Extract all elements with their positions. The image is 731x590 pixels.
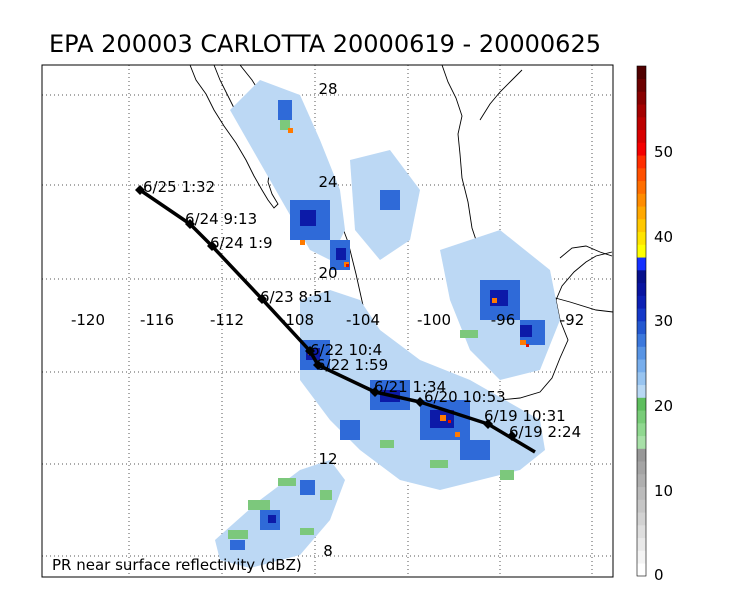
track-label: 6/19 2:24: [509, 423, 581, 441]
track-marker: [415, 397, 425, 407]
colorbar-swatch: [637, 78, 646, 92]
colorbar-swatch: [637, 257, 646, 271]
colorbar-swatch: [637, 397, 646, 411]
track-marker: [257, 294, 267, 304]
colorbar-swatch: [637, 193, 646, 207]
colorbar-swatch: [637, 206, 646, 220]
colorbar-ticks: 0 10 20 30 40 50: [654, 143, 673, 584]
colorbar-swatch: [637, 91, 646, 105]
colorbar-tick: 0: [654, 566, 664, 584]
lon-label: -104: [346, 311, 380, 329]
lon-label: -108: [280, 311, 314, 329]
colorbar-swatch: [637, 219, 646, 233]
colorbar-swatch: [637, 346, 646, 360]
colorbar-swatch: [637, 359, 646, 373]
lon-label: -112: [210, 311, 244, 329]
map-frame-border: [41, 64, 614, 578]
colorbar-swatch: [637, 435, 646, 449]
lat-label: 20: [318, 264, 337, 282]
colorbar-swatch: [637, 282, 646, 296]
lon-label: -96: [491, 311, 516, 329]
colorbar-swatch: [637, 525, 646, 539]
colorbar-swatch: [637, 486, 646, 500]
lat-label: 12: [318, 450, 337, 468]
map-title: EPA 200003 CARLOTTA 20000619 - 20000625: [49, 30, 601, 58]
lon-label: -120: [71, 311, 105, 329]
colorbar-swatch: [637, 168, 646, 182]
colorbar-swatch: [637, 104, 646, 118]
colorbar-tick: 30: [654, 312, 673, 330]
track-label: 6/22 10:4: [310, 341, 382, 359]
storm-track-line: [139, 188, 536, 454]
track-marker: [507, 431, 517, 441]
colorbar-swatch: [637, 537, 646, 551]
colorbar-tick: 10: [654, 482, 673, 500]
footer-label: PR near surface reflectivity (dBZ): [52, 556, 302, 574]
track-marker: [305, 346, 315, 356]
track-marker: [483, 419, 493, 429]
colorbar-tick: 50: [654, 143, 673, 161]
track-points: 6/25 1:32 6/24 9:13 6/24 1:9 6/23 8:51 6…: [135, 178, 581, 441]
track-label: 6/24 9:13: [185, 210, 257, 228]
track-marker: [313, 360, 323, 370]
colorbar-swatch: [637, 308, 646, 322]
colorbar-swatch: [637, 372, 646, 386]
colorbar-swatch: [637, 244, 646, 258]
lon-label: -116: [140, 311, 174, 329]
colorbar-swatch: [637, 461, 646, 475]
track-label: 6/20 10:53: [424, 388, 506, 406]
colorbar-swatch: [637, 563, 646, 577]
colorbar-swatch: [637, 423, 646, 437]
colorbar-swatch: [637, 142, 646, 156]
track-label: 6/24 1:9: [210, 234, 273, 252]
colorbar-swatch: [637, 410, 646, 424]
colorbar-swatch: [637, 448, 646, 462]
track-label: 6/23 8:51: [260, 288, 332, 306]
colorbar-swatch: [637, 550, 646, 564]
colorbar: [636, 65, 647, 577]
lat-label: 28: [318, 80, 337, 98]
track-marker: [135, 185, 145, 195]
colorbar-swatch: [637, 474, 646, 488]
colorbar-swatch: [637, 155, 646, 169]
colorbar-swatch: [637, 499, 646, 513]
colorbar-swatch: [637, 129, 646, 143]
colorbar-swatch: [637, 231, 646, 245]
track-label: 6/19 10:31: [484, 407, 566, 425]
latitude-labels: 28 24 20 12 8: [318, 80, 337, 560]
longitude-labels: -120 -116 -112 -108 -104 -100 -96 -92: [71, 311, 584, 329]
colorbar-swatch: [637, 295, 646, 309]
lat-label: 24: [318, 173, 337, 191]
track-marker: [370, 387, 380, 397]
colorbar-swatch: [637, 117, 646, 131]
colorbar-border: [636, 65, 647, 577]
reflectivity-swath: [215, 80, 560, 568]
lat-label: 8: [323, 542, 333, 560]
colorbar-swatch: [637, 180, 646, 194]
track-marker: [185, 219, 195, 229]
colorbar-swatch: [637, 512, 646, 526]
track-label: 6/21 1:34: [374, 378, 446, 396]
track-label: 6/22 1:59: [316, 356, 388, 374]
colorbar-swatch: [637, 270, 646, 284]
lon-label: -100: [417, 311, 451, 329]
colorbar-swatch: [637, 66, 646, 80]
colorbar-swatch: [637, 333, 646, 347]
track-label: 6/25 1:32: [143, 178, 215, 196]
colorbar-swatch: [637, 384, 646, 398]
colorbar-swatch: [637, 321, 646, 335]
track-marker: [207, 241, 217, 251]
lon-label: -92: [560, 311, 585, 329]
colorbar-tick: 20: [654, 397, 673, 415]
colorbar-tick: 40: [654, 228, 673, 246]
